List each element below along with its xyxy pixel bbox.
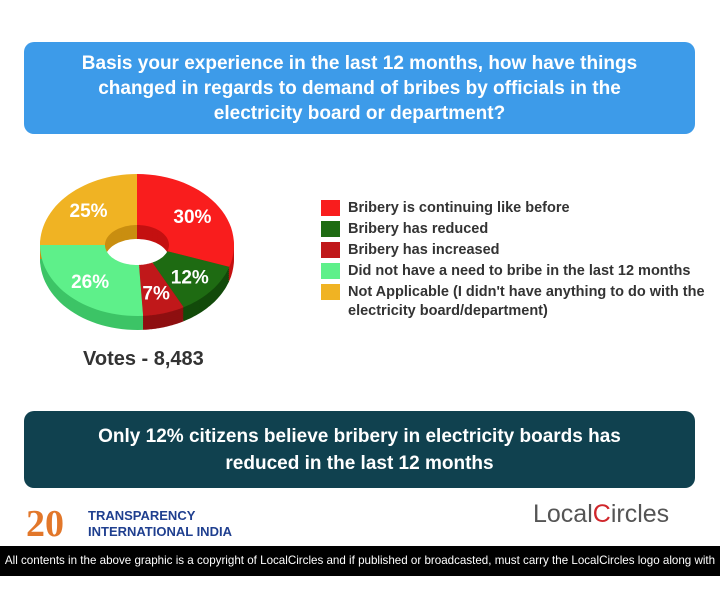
localcircles-logo: LocalCircles xyxy=(533,500,670,528)
question-banner: Basis your experience in the last 12 mon… xyxy=(24,42,695,134)
legend-item: Bribery has reduced xyxy=(321,220,720,239)
transparency-international-logo: 20 TRANSPARENCY INTERNATIONAL INDIA xyxy=(26,502,232,546)
legend-item: Not Applicable (I didn't have anything t… xyxy=(321,283,720,321)
legend-label: Bribery has reduced xyxy=(348,221,489,237)
donut-chart: 30% 12%7% 26% 25% xyxy=(40,174,234,330)
legend-item: Did not have a need to bribe in the last… xyxy=(321,262,720,281)
slice-2 xyxy=(139,262,184,316)
slice-label: 25% xyxy=(70,201,108,222)
slice-4 xyxy=(40,174,137,245)
slice-label: 12% xyxy=(171,268,209,289)
legend-label: Did not have a need to bribe in the last… xyxy=(348,263,691,279)
legend-item: Bribery is continuing like before xyxy=(321,199,720,218)
legend-label: Bribery is continuing like before xyxy=(348,200,570,216)
slice-3 xyxy=(40,245,144,316)
ti-name-line2: INTERNATIONAL INDIA xyxy=(88,524,232,539)
copyright-footer: All contents in the above graphic is a c… xyxy=(0,546,720,597)
legend-label: Bribery has increased xyxy=(348,242,500,258)
ti-20-years-mark: 20 xyxy=(26,503,64,545)
legend-swatch xyxy=(321,221,340,237)
ti-name-line1: TRANSPARENCY xyxy=(88,508,196,523)
slice-0 xyxy=(137,174,234,267)
legend-label: Not Applicable (I didn't have anything t… xyxy=(348,284,705,319)
legend-swatch xyxy=(321,242,340,258)
conclusion-banner: Only 12% citizens believe bribery in ele… xyxy=(24,411,695,488)
legend-swatch xyxy=(321,263,340,279)
legend-swatch xyxy=(321,284,340,300)
slice-label: 30% xyxy=(173,207,211,228)
slice-label: 7% xyxy=(142,284,170,305)
legend-item: Bribery has increased xyxy=(321,241,720,260)
legend: Bribery is continuing like before Bribery… xyxy=(321,199,720,323)
slice-label: 26% xyxy=(71,272,109,293)
slice-1 xyxy=(152,251,230,308)
legend-swatch xyxy=(321,200,340,216)
votes-count: Votes - 8,483 xyxy=(83,348,204,370)
